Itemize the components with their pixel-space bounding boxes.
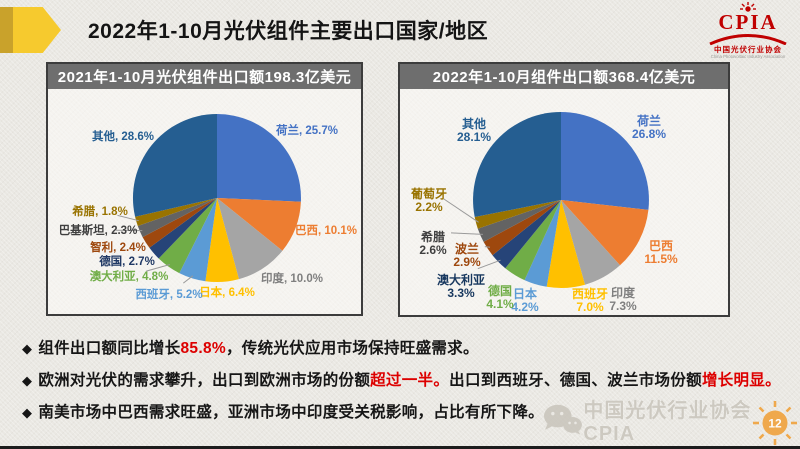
pie-label-西班牙: 西班牙, 5.2% — [135, 287, 202, 301]
leader-line-澳大利亚 — [477, 259, 501, 270]
pie-slice-德国 — [505, 200, 561, 281]
pie-slice-巴西 — [217, 198, 301, 251]
page-number-sun-icon: 12 — [753, 401, 797, 445]
pie-chart-2021: 荷兰, 25.7% 巴西, 10.1% 印度, 10.0% 日本, 6.4%西班牙, … — [59, 114, 357, 301]
pie-slice-日本 — [524, 200, 561, 287]
header-accent-bar — [0, 7, 14, 53]
pie-label-西班牙: 7.0% — [576, 300, 604, 311]
pie-label-德国: 4.1% — [486, 297, 514, 311]
pie-label-其他: 其他 — [462, 116, 486, 131]
bullet-diamond-icon: ◆ — [22, 405, 33, 420]
pie-slice-其他 — [473, 112, 561, 217]
pie-label-巴西: 11.5% — [644, 252, 678, 266]
logo-sun-icon — [740, 2, 756, 12]
logo-org-en: China Photovoltaic Industry Association — [710, 54, 786, 60]
pie-label-其他: 28.1% — [457, 130, 491, 144]
summary-bullets: ◆ 组件出口额同比增长85.8%，传统光伏应用市场保持旺盛需求。 ◆ 欧洲对光伏的需… — [22, 336, 782, 432]
bullet-item-3: ◆ 南美市场中巴西需求旺盛，亚洲市场中印度受关税影响，占比有所下降。 — [22, 400, 782, 422]
pie-slice-德国 — [149, 198, 217, 259]
logo-arc — [709, 34, 787, 45]
chart-title-2022: 2022年1-10月组件出口额368.4亿美元 — [400, 64, 728, 89]
pie-label-西班牙: 西班牙 — [572, 286, 608, 301]
pie-label-日本: 4.2% — [511, 300, 539, 311]
pie-label-荷兰: 荷兰 — [636, 113, 661, 128]
pie-slice-西班牙 — [546, 200, 585, 288]
watermark-text: 中国光伏行业协会CPIA — [583, 400, 752, 445]
pie-slice-巴西 — [561, 200, 649, 266]
pie-label-日本: 日本, 6.4% — [199, 285, 255, 299]
pie-label-澳大利亚: 澳大利亚 — [437, 272, 485, 287]
pie-slice-其他 — [132, 114, 217, 217]
pie-label-荷兰: 26.8% — [632, 127, 666, 141]
pie-slice-波兰 — [483, 200, 561, 256]
pie-label-其他: 其他, 28.6% — [92, 129, 154, 143]
pie-label-波兰: 2.9% — [453, 255, 481, 269]
header-arrow-icon — [13, 7, 61, 53]
leader-line-希腊 — [450, 232, 483, 235]
pie-label-印度: 印度, 10.0% — [261, 271, 323, 285]
pie-label-荷兰: 荷兰, 25.7% — [275, 123, 338, 137]
pie-slice-荷兰 — [217, 114, 301, 202]
pie-slice-希腊 — [477, 200, 561, 242]
pie-slice-西班牙 — [179, 198, 217, 282]
pie-slice-希腊 — [135, 198, 217, 226]
logo-brand-text: CPIA — [718, 10, 778, 34]
leader-line-希腊 — [117, 214, 139, 222]
bullet-item-1: ◆ 组件出口额同比增长85.8%，传统光伏应用市场保持旺盛需求。 — [22, 336, 782, 358]
page-title: 2022年1-10月光伏组件主要出口国家/地区 — [88, 20, 489, 43]
leader-line-澳大利亚 — [146, 264, 171, 272]
chart-panel-2021: 2021年1-10月光伏组件出口额198.3亿美元 荷兰, 25.7% 巴西, 1… — [46, 62, 363, 316]
pie-label-澳大利亚: 3.3% — [447, 286, 475, 300]
pie-slice-日本 — [205, 198, 239, 283]
leader-line-西班牙 — [182, 275, 194, 284]
pie-label-印度: 印度 — [611, 285, 636, 300]
page-number: 12 — [768, 417, 782, 431]
leader-line-葡萄牙 — [443, 198, 479, 223]
pie-slice-巴基斯坦 — [137, 198, 217, 238]
pie-label-葡萄牙: 葡萄牙 — [410, 186, 447, 201]
pie-slice-荷兰 — [561, 112, 649, 210]
bullet-diamond-icon: ◆ — [22, 341, 33, 356]
pie-label-巴西: 巴西 — [649, 239, 673, 253]
pie-label-波兰: 波兰 — [455, 241, 479, 256]
pie-label-巴基斯坦: 巴基斯坦, 2.3% — [59, 223, 138, 237]
pie-label-日本: 日本 — [513, 286, 537, 301]
pie-label-德国: 德国, 2.7% — [98, 254, 155, 268]
bullet-diamond-icon: ◆ — [22, 373, 33, 388]
pie-label-希腊: 希腊 — [420, 229, 445, 244]
bullet-text-1: 组件出口额同比增长85.8%，传统光伏应用市场保持旺盛需求。 — [38, 340, 479, 357]
slide-bottom-edge — [0, 446, 800, 449]
bullet-item-2: ◆ 欧洲对光伏的需求攀升，出口到欧洲市场的份额超过一半。出口到西班牙、德国、波兰市… — [22, 368, 782, 390]
pie-slice-澳大利亚 — [492, 200, 561, 269]
pie-label-印度: 7.3% — [609, 299, 637, 311]
logo-org-cn: 中国光伏行业协会 — [714, 45, 782, 54]
chart-panel-2022: 2022年1-10月组件出口额368.4亿美元 荷兰 26.8% 巴西 11.5% 印度… — [398, 62, 730, 317]
pie-label-澳大利亚: 澳大利亚, 4.8% — [90, 269, 169, 283]
pie-slice-印度 — [561, 200, 620, 285]
pie-slice-澳大利亚 — [158, 198, 217, 274]
wechat-icon — [543, 404, 582, 435]
pie-slice-智利 — [142, 198, 217, 248]
pie-slice-葡萄牙 — [474, 200, 561, 229]
leader-line-波兰 — [484, 246, 491, 248]
pie-label-希腊: 2.6% — [419, 243, 447, 257]
cpia-logo: CPIA 中国光伏行业协会 China Photovoltaic Industr… — [702, 2, 794, 60]
pie-slice-印度 — [217, 198, 283, 280]
pie-label-德国: 德国 — [488, 283, 512, 298]
bullet-text-3: 南美市场中巴西需求旺盛，亚洲市场中印度受关税影响，占比有所下降。 — [38, 404, 544, 421]
bullet-text-2: 欧洲对光伏的需求攀升，出口到欧洲市场的份额超过一半。出口到西班牙、德国、波兰市场… — [38, 372, 781, 389]
pie-label-葡萄牙: 2.2% — [415, 200, 443, 214]
chart-title-2021: 2021年1-10月光伏组件出口额198.3亿美元 — [48, 64, 361, 89]
pie-label-希腊: 希腊, 1.8% — [71, 204, 128, 218]
watermark: 中国光伏行业协会CPIA — [542, 394, 800, 446]
pie-label-智利: 智利, 2.4% — [90, 240, 146, 254]
pie-label-巴西: 巴西, 10.1% — [295, 224, 357, 237]
